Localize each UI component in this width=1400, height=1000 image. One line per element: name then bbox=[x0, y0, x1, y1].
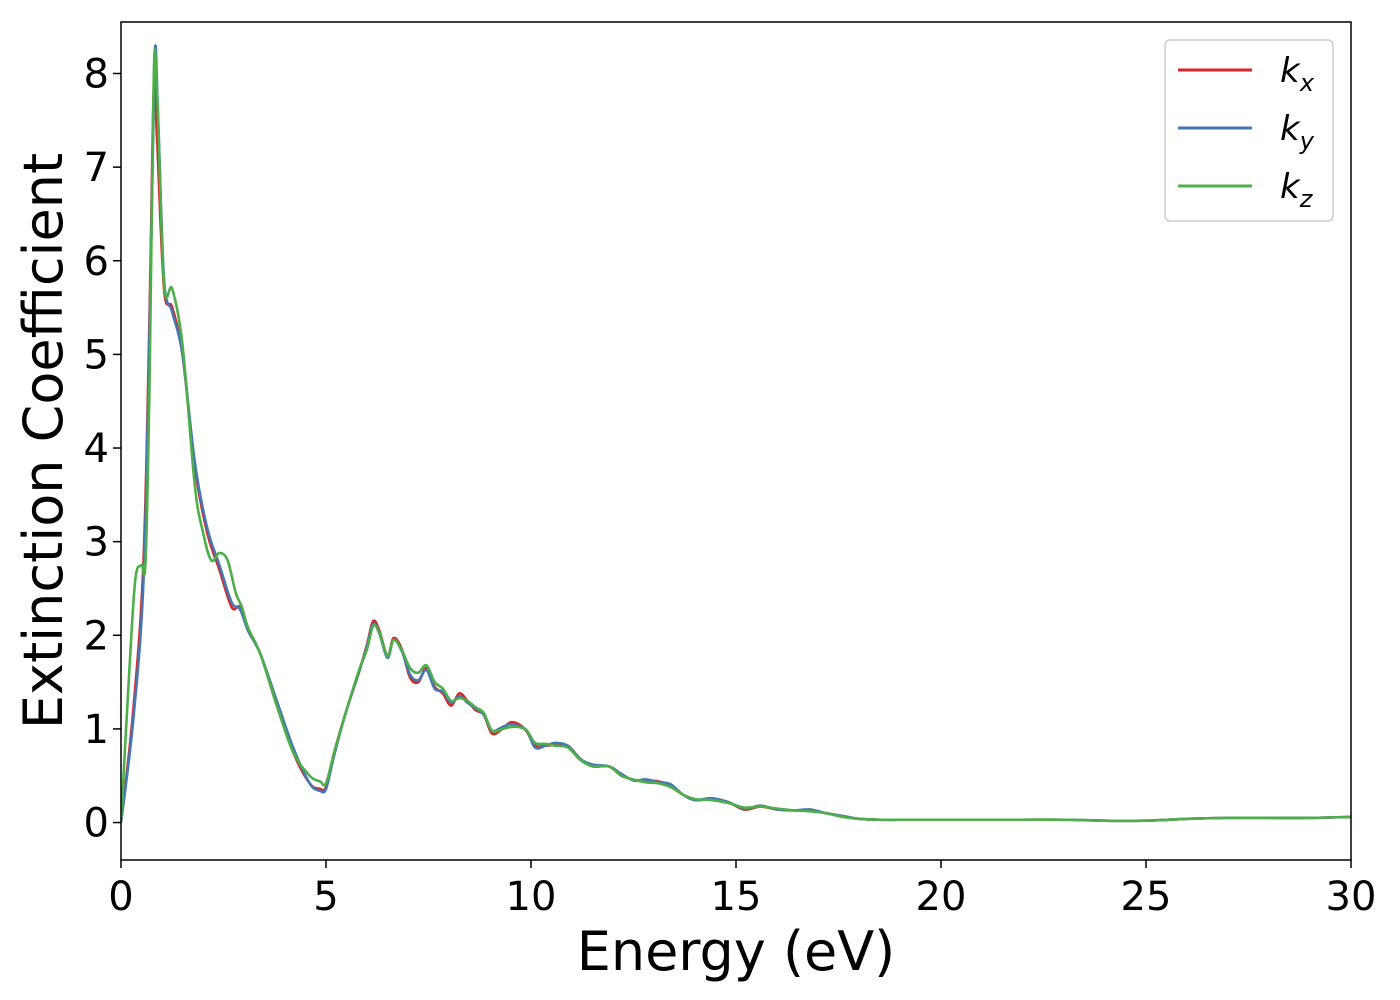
ticks-layer: 0 5 10 15 20 25 30 0 1 2 3 4 5 6 7 8 bbox=[84, 51, 1377, 920]
legend-label-kz: kz bbox=[1280, 167, 1314, 213]
y-tick-label: 3 bbox=[84, 520, 109, 566]
y-tick-label: 0 bbox=[84, 801, 109, 847]
x-tick-label: 25 bbox=[1121, 874, 1172, 920]
x-tick-label: 5 bbox=[313, 874, 338, 920]
plot-frame bbox=[120, 21, 1352, 861]
legend-label-ky: ky bbox=[1280, 109, 1315, 155]
legend-label-kx: kx bbox=[1280, 51, 1315, 97]
y-axis-label-group: Extinction Coefficient bbox=[12, 153, 75, 729]
y-tick-label: 5 bbox=[84, 332, 109, 378]
y-tick-label: 1 bbox=[84, 707, 109, 753]
y-tick-label: 8 bbox=[84, 51, 109, 97]
legend-label-main: k bbox=[1280, 51, 1301, 91]
y-tick-label: 6 bbox=[84, 239, 109, 285]
series-lines bbox=[121, 44, 1351, 823]
legend-label-main: k bbox=[1280, 109, 1301, 149]
y-tick-label: 4 bbox=[84, 426, 109, 472]
x-tick-label: 0 bbox=[108, 874, 133, 920]
x-tick-label: 30 bbox=[1326, 874, 1377, 920]
legend-label-subscript: x bbox=[1299, 69, 1315, 97]
x-tick-label: 20 bbox=[916, 874, 967, 920]
x-axis-label: Energy (eV) bbox=[577, 920, 896, 983]
y-axis-label: Extinction Coefficient bbox=[12, 153, 75, 729]
legend-label-main: k bbox=[1280, 167, 1301, 207]
legend-label-subscript: z bbox=[1299, 185, 1314, 213]
x-tick-label: 15 bbox=[711, 874, 762, 920]
legend-box bbox=[1164, 39, 1334, 222]
y-tick-label: 2 bbox=[84, 613, 109, 659]
y-tick-label: 7 bbox=[84, 145, 109, 191]
series-line-kz bbox=[121, 48, 1351, 823]
x-tick-label: 10 bbox=[506, 874, 557, 920]
series-layer bbox=[121, 44, 1351, 823]
legend-label-subscript: y bbox=[1299, 127, 1315, 155]
